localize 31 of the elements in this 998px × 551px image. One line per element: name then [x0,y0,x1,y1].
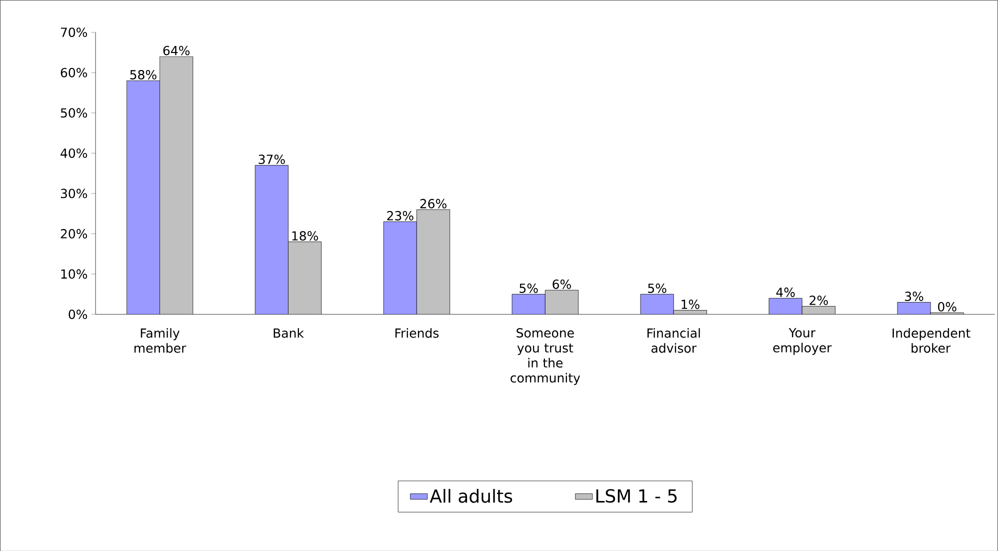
data-label: 6% [552,279,571,289]
x-tick-label: Financial advisor [647,328,700,353]
x-tick-label: Someone you trust in the community [510,328,580,385]
data-label: 5% [520,283,538,293]
y-tick-label: 30% [60,188,88,198]
y-tick-label: 40% [60,148,88,158]
data-label: 0% [938,302,956,312]
data-label: 4% [776,287,795,297]
legend-label: All adults [430,488,512,503]
y-tick-label: 20% [60,228,88,238]
y-tick-label: 60% [60,68,88,78]
y-tick-label: 70% [60,27,88,37]
data-label: 18% [292,230,318,240]
legend-label: LSM 1 - 5 [596,488,677,503]
data-label: 26% [420,198,446,208]
x-tick-label: Family member [134,328,186,353]
y-tick-label: 10% [61,269,88,279]
data-label: 3% [905,291,924,301]
x-tick-label: Independent broker [892,328,970,353]
y-tick-label: 0% [68,309,88,319]
y-tick-label: 50% [60,108,88,118]
data-label: 5% [648,283,666,293]
data-label: 23% [387,210,414,220]
data-label: 2% [810,295,828,305]
x-tick-label: Friends [395,328,439,338]
x-tick-label: Bank [274,328,304,338]
data-label: 37% [258,154,285,164]
data-label: 1% [682,299,700,309]
data-label: 58% [130,70,156,80]
data-label: 64% [163,46,190,56]
x-tick-label: Your employer [773,328,832,355]
